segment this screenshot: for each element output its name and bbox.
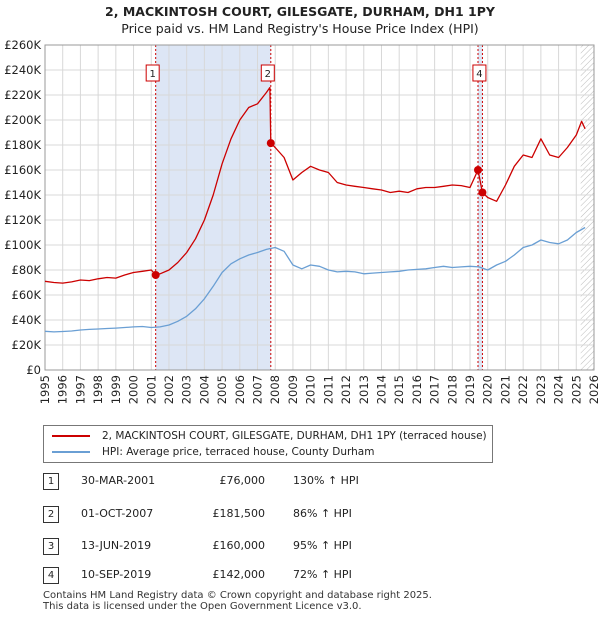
sale-point-4 [478, 188, 487, 197]
y-tick-label: £80K [12, 263, 42, 277]
sale-point-2 [266, 139, 275, 148]
x-tick-label: 2008 [268, 375, 282, 404]
footer-license: This data is licensed under the Open Gov… [43, 601, 362, 612]
x-tick-label: 1995 [38, 375, 52, 404]
y-tick-label: £60K [12, 288, 42, 302]
x-tick-label: 2022 [516, 375, 530, 404]
y-tick-label: £220K [4, 88, 41, 102]
shaded-range [155, 45, 271, 370]
x-tick-label: 1998 [91, 375, 105, 404]
table-row: 3 13-JUN-2019 £160,000 95% ↑ HPI [43, 537, 563, 557]
transaction-number: 2 [43, 506, 59, 523]
legend-label-hpi: HPI: Average price, terraced house, Coun… [102, 446, 375, 458]
transaction-hpi: 86% ↑ HPI [293, 507, 352, 520]
chart-legend: 2, MACKINTOSH COURT, GILESGATE, DURHAM, … [43, 425, 493, 463]
x-tick-label: 2017 [428, 375, 442, 404]
x-tick-label: 2002 [162, 375, 176, 404]
forecast-hatch [580, 45, 594, 370]
y-tick-label: £40K [12, 313, 42, 327]
x-tick-label: 2013 [357, 375, 371, 404]
y-tick-label: £240K [4, 63, 41, 77]
shaded-range [478, 45, 483, 370]
x-tick-label: 2026 [587, 375, 600, 404]
footer: Contains HM Land Registry data © Crown c… [43, 590, 432, 612]
chart-subtitle: Price paid vs. HM Land Registry's House … [121, 21, 479, 36]
y-tick-label: £0 [26, 363, 41, 377]
plot-area [45, 45, 594, 370]
y-tick-label: £180K [4, 138, 41, 152]
transaction-number: 4 [43, 567, 59, 584]
legend-swatch-property [52, 435, 90, 437]
x-tick-label: 2024 [552, 375, 566, 404]
chart-title: 2, MACKINTOSH COURT, GILESGATE, DURHAM, … [105, 4, 495, 19]
transaction-date: 30-MAR-2001 [81, 474, 156, 487]
marker-box-1 [145, 64, 160, 82]
x-tick-label: 2019 [463, 375, 477, 404]
x-tick-label: 2006 [233, 375, 247, 404]
transaction-price: £160,000 [212, 539, 266, 552]
x-tick-label: 2025 [569, 375, 583, 404]
x-tick-label: 2010 [304, 375, 318, 404]
hpi-line [44, 226, 586, 333]
table-row: 1 30-MAR-2001 £76,000 130% ↑ HPI [43, 472, 563, 492]
x-tick-label: 1996 [56, 375, 70, 404]
marker-box-2 [260, 64, 275, 82]
y-tick-label: £260K [4, 38, 41, 52]
x-tick-label: 2005 [215, 375, 229, 404]
x-tick-label: 2016 [410, 375, 424, 404]
transaction-price: £76,000 [219, 474, 266, 487]
x-tick-label: 2001 [144, 375, 158, 404]
transaction-hpi: 130% ↑ HPI [293, 474, 359, 487]
marker-box-4 [472, 64, 487, 82]
transaction-date: 01-OCT-2007 [81, 507, 154, 520]
x-tick-label: 2023 [534, 375, 548, 404]
x-tick-label: 2007 [251, 375, 265, 404]
x-tick-label: 2015 [392, 375, 406, 404]
y-tick-label: £100K [4, 238, 41, 252]
legend-swatch-hpi [52, 451, 90, 453]
y-tick-label: £20K [12, 338, 42, 352]
footer-copyright: Contains HM Land Registry data © Crown c… [43, 590, 432, 601]
marker-label-4: 4 [476, 69, 482, 80]
x-tick-label: 1997 [73, 375, 87, 404]
transaction-price: £142,000 [212, 568, 266, 581]
transaction-number: 1 [43, 473, 59, 490]
transaction-date: 13-JUN-2019 [81, 539, 152, 552]
marker-label-1: 1 [149, 69, 155, 80]
y-tick-label: £160K [4, 163, 41, 177]
x-tick-label: 2011 [321, 375, 335, 404]
y-tick-label: £140K [4, 188, 41, 202]
legend-label-property: 2, MACKINTOSH COURT, GILESGATE, DURHAM, … [102, 430, 487, 442]
sale-point-3 [474, 166, 483, 174]
x-tick-label: 2000 [127, 375, 141, 404]
property-price-line [44, 86, 586, 284]
marker-label-2: 2 [265, 69, 271, 80]
table-row: 4 10-SEP-2019 £142,000 72% ↑ HPI [43, 566, 563, 586]
price-chart: 1 2 4 £0 £20K £40K £60K £80K £100K £120K £140K £160… [4, 38, 600, 404]
transaction-number: 3 [43, 538, 59, 555]
x-tick-label: 2020 [481, 375, 495, 404]
y-tick-label: £200K [4, 113, 41, 127]
x-tick-label: 2012 [339, 375, 353, 404]
x-tick-label: 1999 [109, 375, 123, 404]
transaction-hpi: 72% ↑ HPI [293, 568, 352, 581]
x-tick-label: 2014 [374, 375, 388, 404]
transaction-date: 10-SEP-2019 [81, 568, 152, 581]
transaction-hpi: 95% ↑ HPI [293, 539, 352, 552]
x-tick-label: 2003 [180, 375, 194, 404]
y-tick-label: £120K [4, 213, 41, 227]
plot-frame [44, 44, 595, 371]
sale-point-1 [151, 271, 160, 279]
transaction-price: £181,500 [212, 507, 266, 520]
table-row: 2 01-OCT-2007 £181,500 86% ↑ HPI [43, 505, 563, 525]
x-tick-label: 2009 [286, 375, 300, 404]
x-tick-label: 2021 [498, 375, 512, 404]
x-tick-label: 2018 [445, 375, 459, 404]
x-tick-label: 2004 [197, 375, 211, 404]
